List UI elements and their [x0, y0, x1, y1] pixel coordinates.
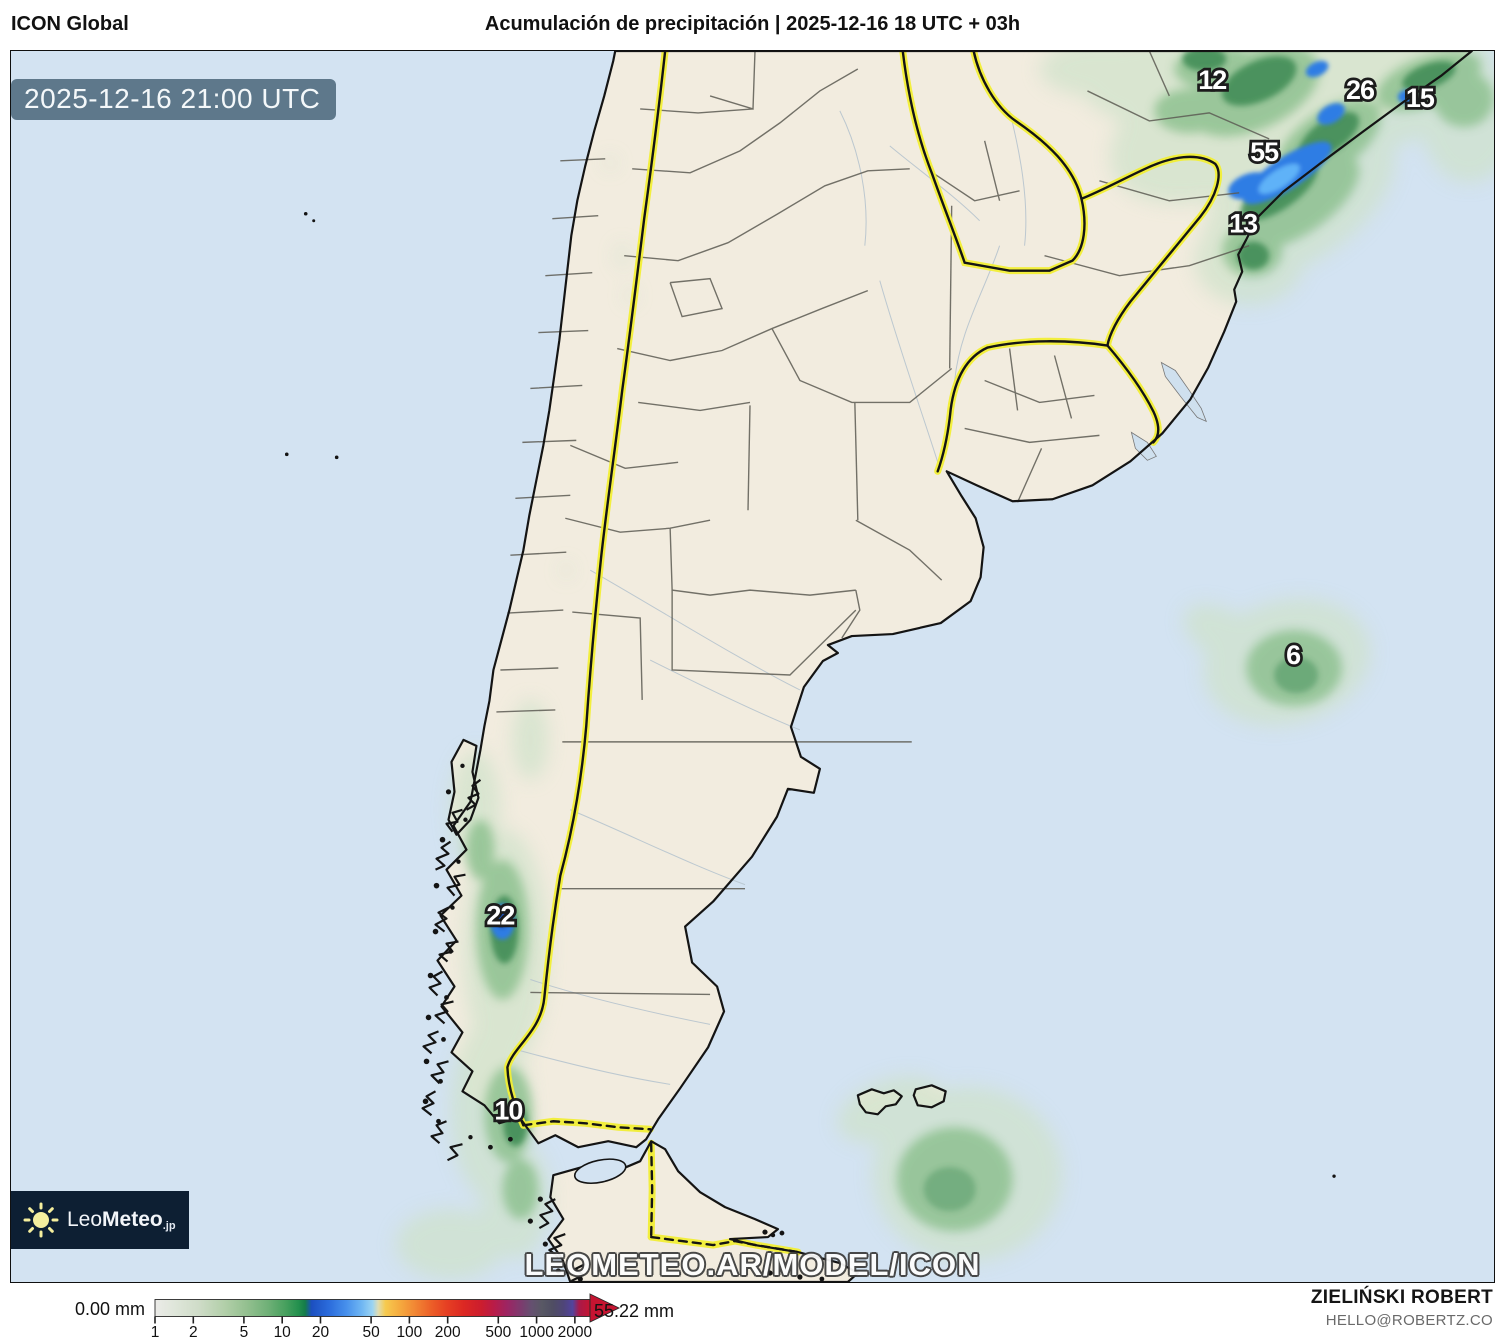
colorbar-tick-label: 100 [396, 1324, 422, 1339]
precip-value-label: 12 [1198, 65, 1226, 95]
colorbar: 1 2 5 10 20 50 100 200 500 1000 2000 [151, 1293, 621, 1339]
precipitation-layer [395, 51, 1494, 1280]
weather-map: 12 26 15 55 13 6 22 10 2025-12-16 21:00 UTC Leo… [10, 50, 1495, 1283]
coastal-lagoons [1130, 361, 1207, 461]
sun-icon [23, 1202, 59, 1238]
precip-value-label: 55 [1250, 137, 1279, 167]
precip-labels: 12 26 15 55 13 6 22 10 [484, 62, 1439, 1128]
colorbar-min-label: 0.00 mm [74, 1299, 145, 1319]
precip-value-label: 6 [1286, 640, 1301, 670]
coastlines [436, 51, 1473, 1282]
islets [284, 211, 1336, 1282]
timestamp-badge: 2025-12-16 21:00 UTC [11, 79, 337, 120]
map-canvas: 12 26 15 55 13 6 22 10 [284, 51, 1494, 1282]
page-title: Acumulación de precipitación | 2025-12-1… [484, 13, 1021, 35]
colorbar-ticks: 1 2 5 10 20 50 100 200 500 1000 2000 [151, 1316, 593, 1339]
author-contact: HELLO@ROBERTZ.CO [1325, 1312, 1493, 1329]
colorbar-tick-label: 1 [151, 1324, 160, 1339]
precip-value-label: 22 [486, 901, 514, 931]
precip-value-label: 13 [1229, 209, 1258, 239]
colorbar-tick-label: 10 [274, 1324, 292, 1339]
footer: 0.00 mm 1 2 5 10 20 [0, 1283, 1505, 1339]
colorbar-tick-label: 5 [240, 1324, 249, 1339]
author-name: ZIELIŃSKI ROBERT [1310, 1287, 1493, 1308]
colorbar-tick-label: 1000 [519, 1324, 554, 1339]
colorbar-tick-label: 2 [189, 1324, 198, 1339]
watermark: LEOMETEO.AR/MODEL/ICON [524, 1247, 981, 1282]
country-borders [503, 51, 1223, 1256]
logo-text-prefix: Leo [67, 1208, 103, 1231]
logo-text-bold: Meteo [102, 1208, 163, 1231]
leometeo-logo: LeoMeteo.jp [11, 1191, 189, 1249]
colorbar-arrow-tip [589, 1293, 621, 1323]
logo-text-suffix: .jp [162, 1220, 176, 1232]
logo-text: LeoMeteo.jp [67, 1208, 176, 1232]
precip-value-label: 15 [1406, 83, 1435, 113]
colorbar-max-label: 55.22 mm [594, 1301, 675, 1321]
credits: ZIELIŃSKI ROBERT HELLO@ROBERTZ.CO [1311, 1287, 1493, 1329]
precip-value-label: 26 [1346, 75, 1375, 105]
model-name: ICON Global [11, 13, 129, 35]
colorbar-tick-label: 2000 [558, 1324, 593, 1339]
colorbar-tick-label: 50 [362, 1324, 380, 1339]
colorbar-gradient-bar [154, 1299, 591, 1317]
colorbar-tick-label: 500 [485, 1324, 511, 1339]
header: ICON Global Acumulación de precipitación… [0, 0, 1505, 50]
precip-value-label: 10 [494, 1095, 522, 1125]
colorbar-tick-label: 200 [435, 1324, 461, 1339]
colorbar-tick-label: 20 [312, 1324, 330, 1339]
fjords [421, 778, 586, 1282]
